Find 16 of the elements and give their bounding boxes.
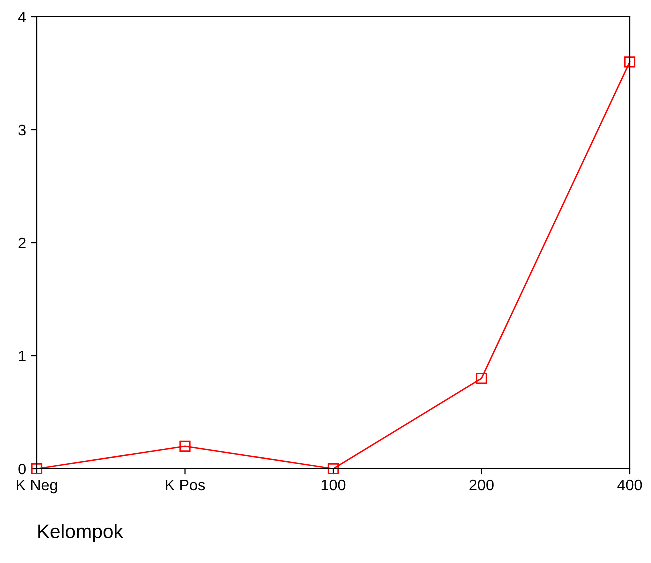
point — [624, 56, 636, 68]
point — [328, 463, 340, 475]
y-tick-label: 2 — [18, 238, 26, 249]
point — [180, 440, 191, 452]
x-tick-label: K Neg — [17, 480, 58, 494]
x-tick-label: K Pos — [166, 480, 206, 491]
y-tick-label: 0 — [18, 464, 26, 475]
y-tick-label: 3 — [18, 124, 26, 136]
x-tick-label: 200 — [470, 480, 494, 491]
point — [31, 463, 43, 475]
x-axis-title: Kelompok — [38, 524, 124, 542]
point — [476, 373, 488, 384]
x-tick-label: 400 — [618, 480, 642, 491]
y-tick-label: 1 — [19, 351, 26, 362]
y-tick-label: 4 — [18, 12, 26, 23]
x-tick-label: 100 — [322, 480, 346, 491]
